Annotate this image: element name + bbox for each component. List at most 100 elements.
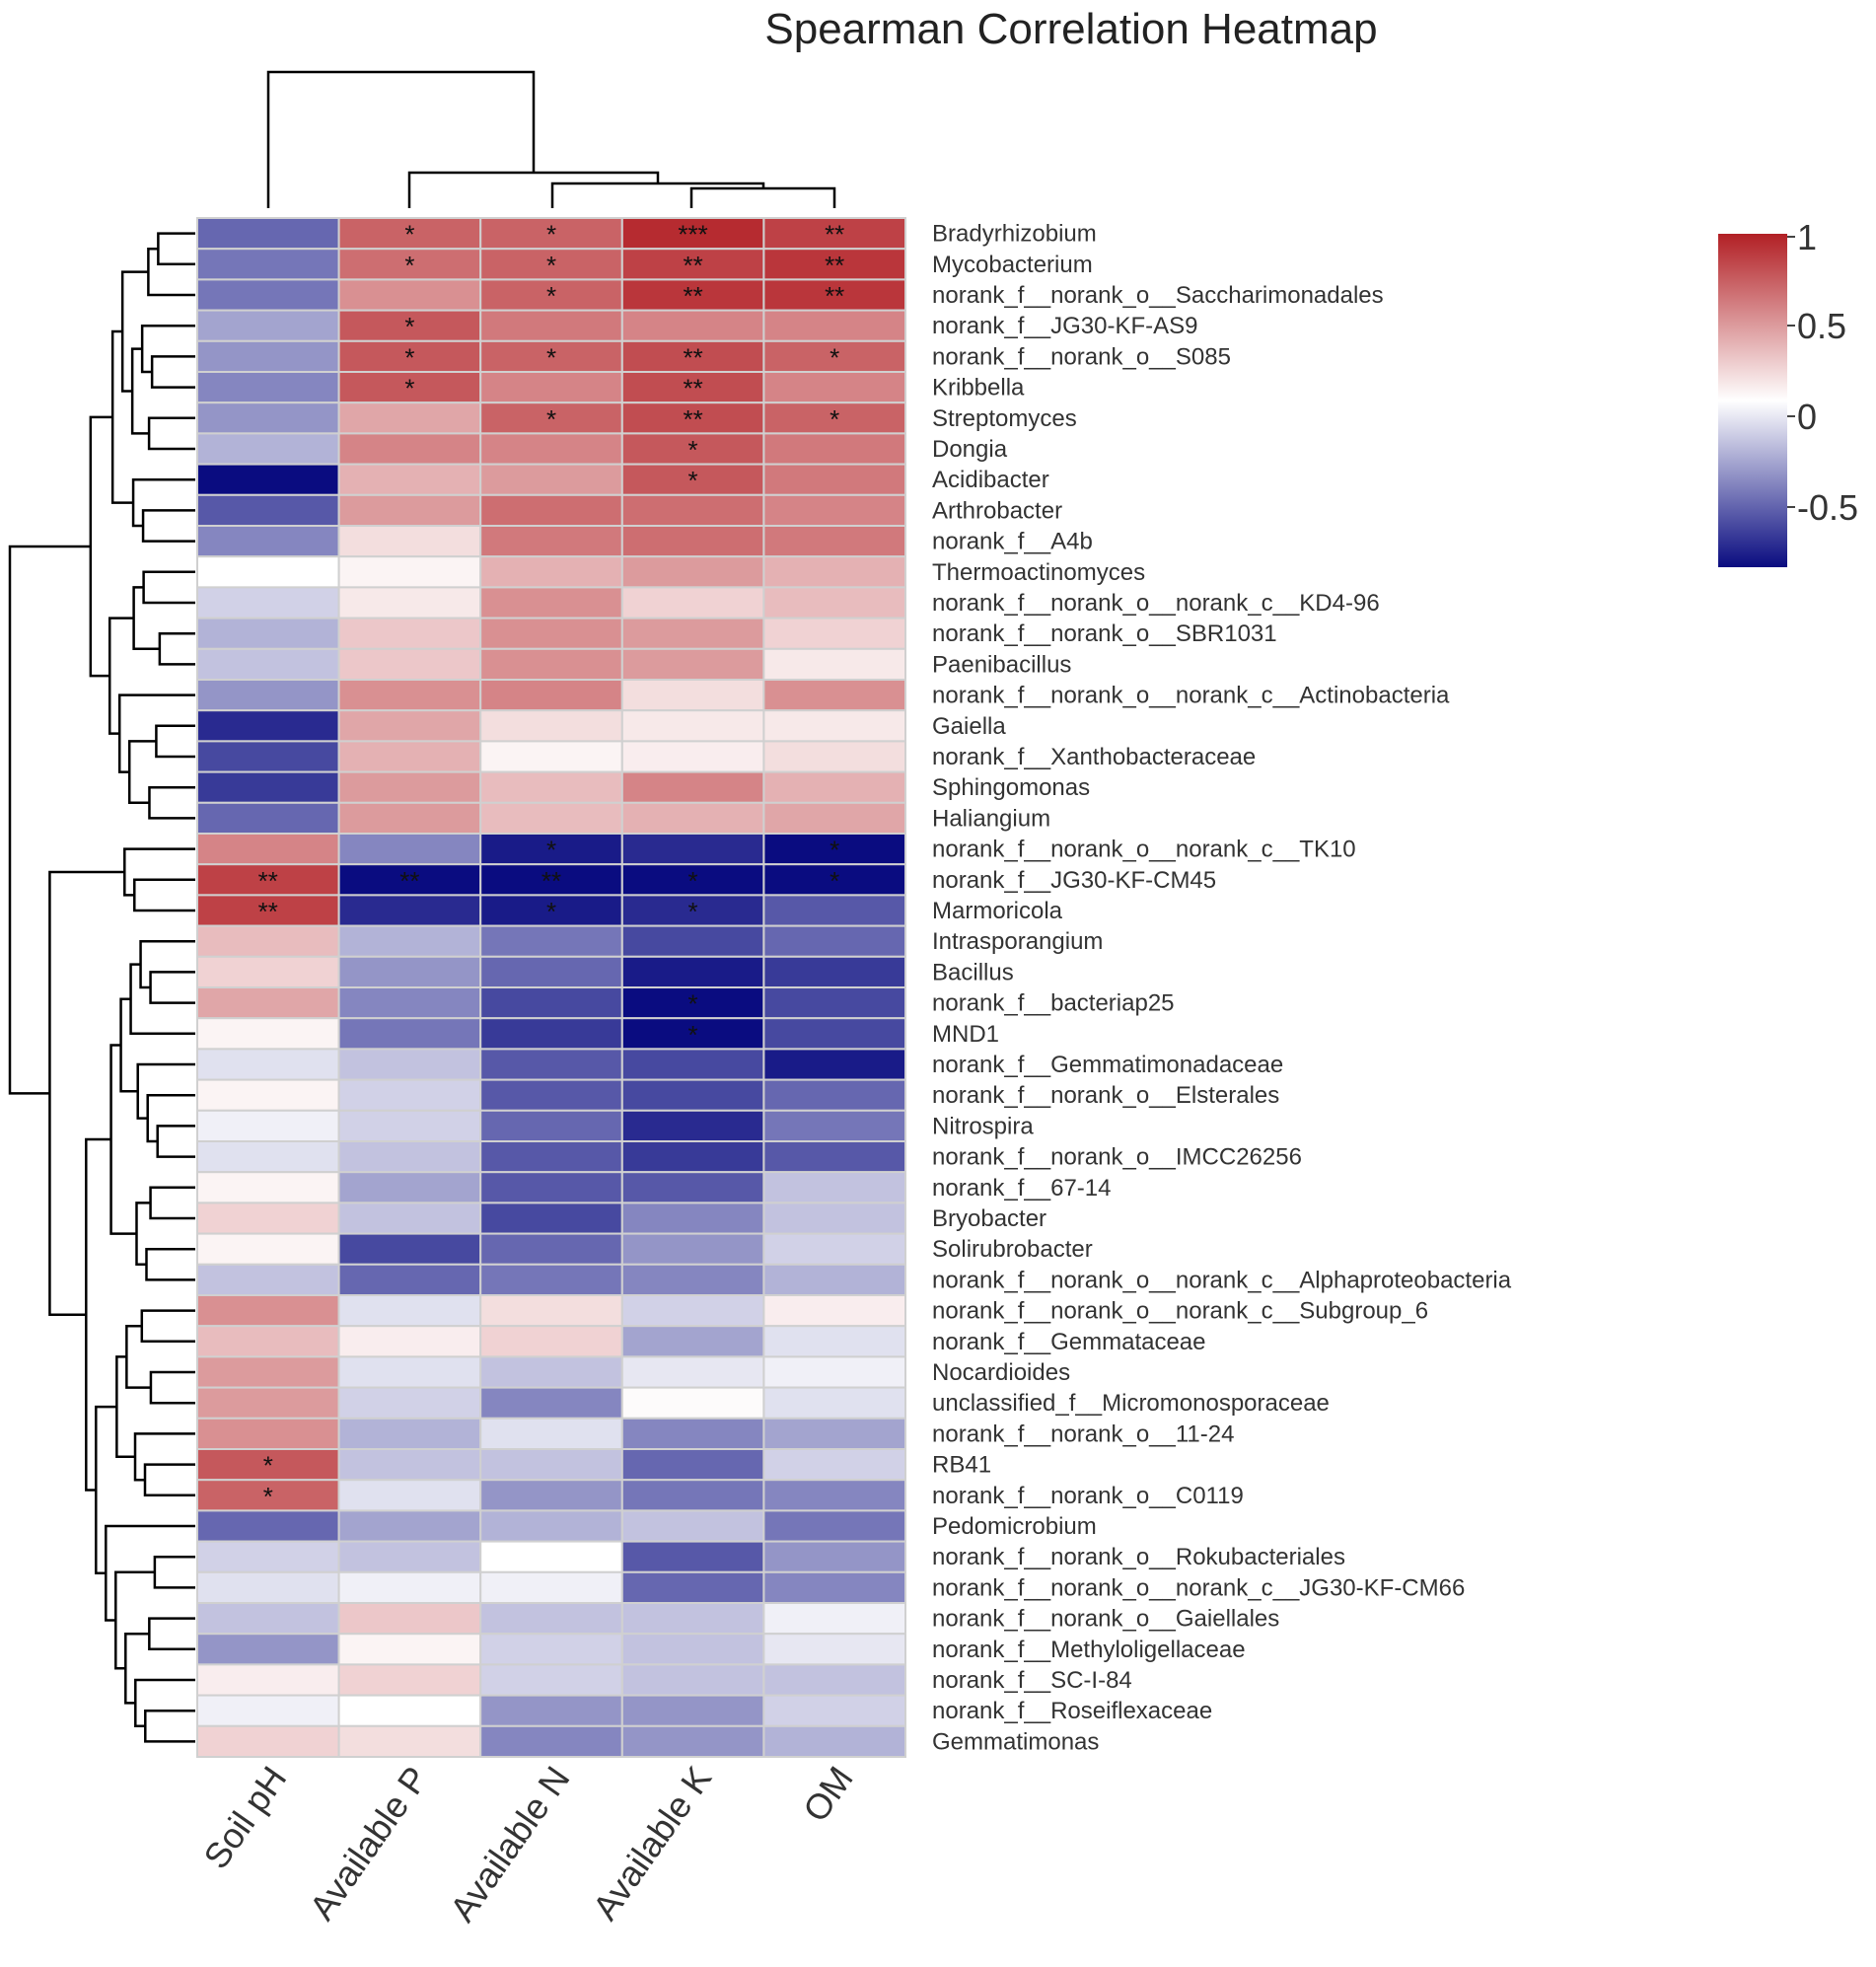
dendrogram-branch [114, 1570, 155, 1670]
heatmap-cell [620, 1663, 765, 1697]
significance-star: ** [683, 404, 702, 434]
heatmap-cell [479, 1386, 623, 1420]
dendrogram-branch [145, 1247, 195, 1281]
heatmap-cell [479, 555, 623, 589]
heatmap-cell [762, 1325, 907, 1358]
color-scale-bar [1718, 234, 1787, 567]
heatmap-cell [762, 1724, 907, 1759]
heatmap-cell [479, 894, 623, 927]
heatmap-cell [337, 894, 482, 927]
heatmap-cell [337, 1140, 482, 1174]
significance-star: * [830, 866, 839, 896]
heatmap-cell [337, 955, 482, 988]
significance-star: * [830, 404, 839, 434]
row-label: norank_f__norank_o__norank_c__TK10 [932, 837, 1356, 863]
heatmap-cell [762, 1294, 907, 1328]
row-label: MND1 [932, 1021, 999, 1048]
significance-star: * [546, 281, 556, 311]
column-label: Available P [301, 1759, 436, 1928]
heatmap-cell [620, 1294, 765, 1328]
heatmap-cell [620, 586, 765, 619]
heatmap-cell [196, 740, 340, 773]
heatmap-cell [196, 493, 340, 527]
heatmap-cell [762, 1078, 907, 1112]
row-label: Haliangium [932, 805, 1050, 832]
heatmap-cell [479, 1724, 623, 1759]
heatmap-cell [479, 493, 623, 527]
heatmap-cell [479, 432, 623, 466]
heatmap-cell [479, 801, 623, 835]
heatmap-cell [196, 555, 340, 589]
heatmap-cell [479, 1355, 623, 1389]
heatmap-cell [196, 1417, 340, 1451]
heatmap-cell [337, 833, 482, 866]
row-label: norank_f__JG30-KF-AS9 [932, 313, 1197, 339]
heatmap-cell [479, 1263, 623, 1297]
heatmap-cell [337, 1724, 482, 1759]
heatmap-cell [620, 1448, 765, 1482]
heatmap-cell [337, 1540, 482, 1573]
heatmap-cell [479, 401, 623, 435]
heatmap-cell [762, 1048, 907, 1081]
heatmap-cell [479, 339, 623, 373]
heatmap-cell [479, 955, 623, 988]
significance-star: * [546, 404, 556, 434]
heatmap-cell [762, 1017, 907, 1051]
heatmap-cell [196, 463, 340, 496]
heatmap-cell [620, 1386, 765, 1420]
heatmap-cell [620, 1202, 765, 1235]
row-label: norank_f__norank_o__Rokubacteriales [932, 1544, 1345, 1570]
significance-star: ** [683, 281, 702, 311]
heatmap-cell [620, 1417, 765, 1451]
heatmap-cell [337, 371, 482, 404]
heatmap-cell [337, 647, 482, 681]
heatmap-cell [337, 863, 482, 897]
dendrogram-branch [109, 1044, 137, 1235]
significance-star: * [688, 1020, 698, 1050]
heatmap-cell [762, 1171, 907, 1204]
heatmap-cell [196, 1355, 340, 1389]
dendrogram-branch [127, 740, 157, 805]
heatmap-cell [762, 1417, 907, 1451]
dendrogram-branch [146, 1093, 195, 1143]
heatmap-cell [337, 1017, 482, 1051]
heatmap-cell [762, 525, 907, 558]
significance-star: * [546, 342, 556, 372]
heatmap-cell [620, 1540, 765, 1573]
heatmap-cell [337, 1355, 482, 1389]
heatmap-cell [762, 1633, 907, 1666]
heatmap-cell [762, 1140, 907, 1174]
row-label: Marmoricola [932, 898, 1063, 924]
row-label: norank_f__67-14 [932, 1175, 1111, 1202]
row-label: norank_f__Roseiflexaceae [932, 1698, 1212, 1724]
heatmap-cell [196, 617, 340, 650]
heatmap-cell [762, 1694, 907, 1727]
heatmap-cell [620, 740, 765, 773]
significance-star: *** [678, 220, 707, 250]
row-label: Paenibacillus [932, 651, 1071, 678]
heatmap-cell [479, 1325, 623, 1358]
row-label: norank_f__norank_o__norank_c__Subgroup_6 [932, 1298, 1428, 1325]
heatmap-cell [620, 1171, 765, 1204]
heatmap-cell [337, 986, 482, 1020]
heatmap-cell [620, 709, 765, 743]
heatmap-cell [196, 1325, 340, 1358]
row-label: Mycobacterium [932, 252, 1093, 278]
row-label: unclassified_f__Micromonosporaceae [932, 1390, 1330, 1417]
heatmap-cell [479, 463, 623, 496]
dendrogram-branch [140, 324, 195, 374]
heatmap-cell [762, 1109, 907, 1143]
legend-tick-label: -0.5 [1797, 487, 1858, 528]
dendrogram-branch [150, 355, 195, 389]
heatmap-cell [337, 924, 482, 958]
heatmap-cell [762, 401, 907, 435]
heatmap-cell [196, 339, 340, 373]
heatmap-cell [337, 217, 482, 251]
dendrogram-branch [133, 1432, 195, 1482]
heatmap-cell [479, 371, 623, 404]
row-label: Pedomicrobium [932, 1513, 1097, 1540]
heatmap-cell [762, 617, 907, 650]
heatmap-cell [479, 1109, 623, 1143]
heatmap-cell [479, 1633, 623, 1666]
heatmap-cell [337, 709, 482, 743]
